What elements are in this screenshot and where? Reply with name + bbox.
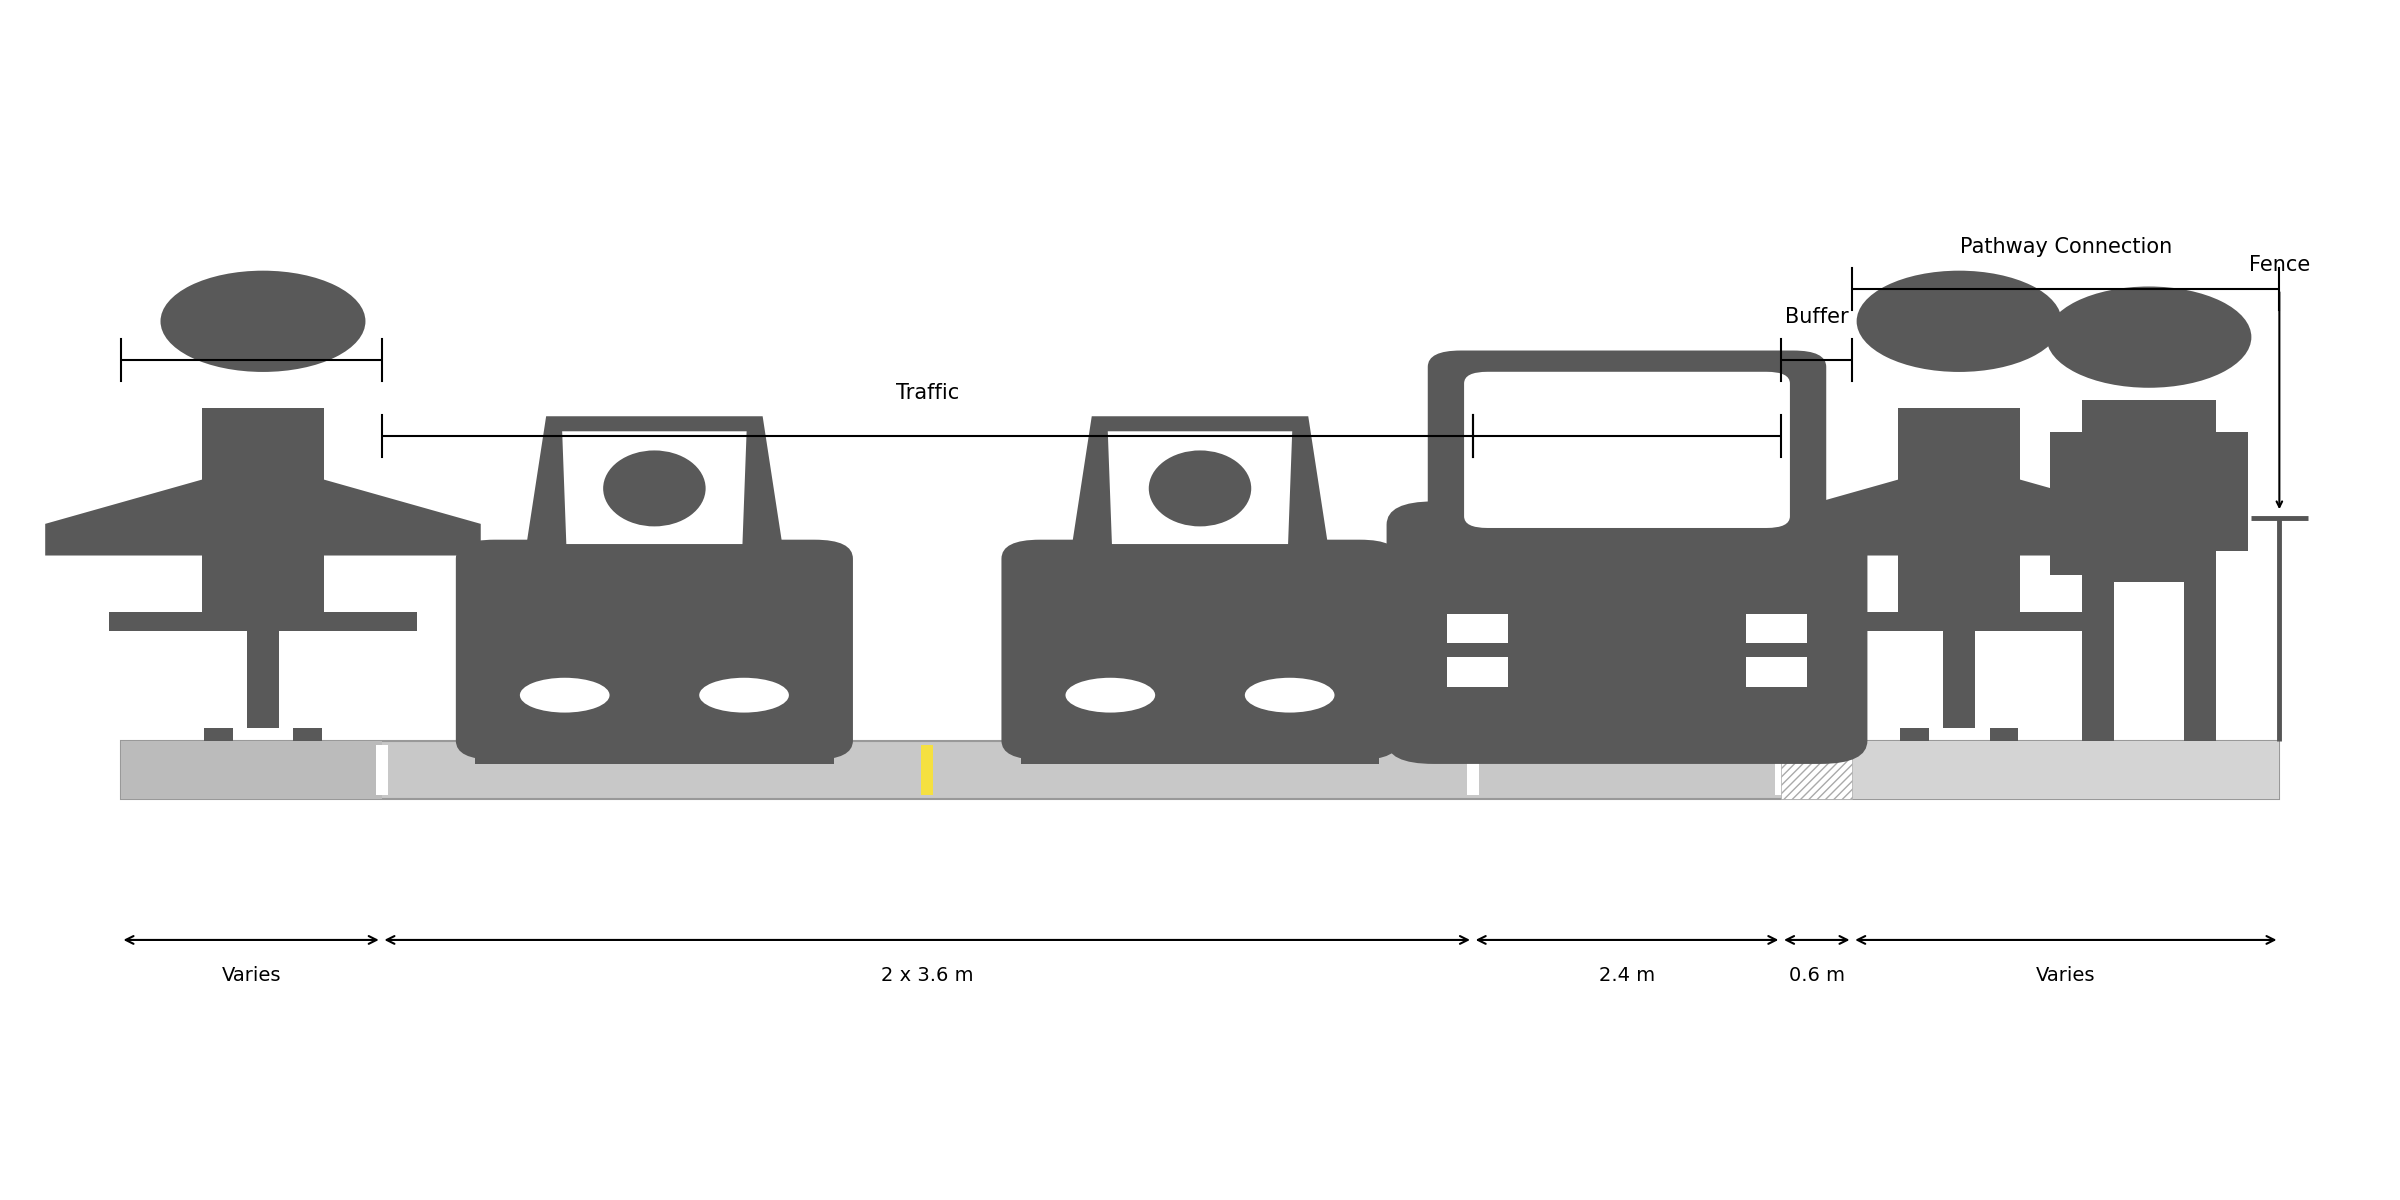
Polygon shape [523,416,785,566]
Bar [1020,749,1380,764]
Ellipse shape [602,450,706,527]
FancyBboxPatch shape [456,540,852,760]
Bar [202,408,324,622]
Ellipse shape [521,678,610,713]
Bar [2081,582,2114,740]
Text: Buffer: Buffer [1786,307,1848,326]
Polygon shape [1068,416,1332,566]
Bar [1990,728,2018,740]
Bar [204,728,233,740]
Ellipse shape [1066,678,1154,713]
Bar [1747,613,1807,643]
Bar [1747,656,1807,686]
Bar [377,745,386,794]
Circle shape [1858,271,2062,372]
Bar [293,728,322,740]
Bar [2050,432,2081,575]
Bar [1466,745,1478,794]
Bar [922,745,934,794]
Bar [2184,582,2215,740]
Bar [120,740,382,799]
FancyBboxPatch shape [1805,604,1829,743]
Polygon shape [1742,480,2177,556]
Polygon shape [1109,431,1291,544]
Bar [1898,408,2021,622]
Text: Varies: Varies [2035,966,2095,985]
FancyBboxPatch shape [1387,502,1867,764]
Polygon shape [562,431,746,544]
Bar [1776,745,1788,794]
Circle shape [161,271,365,372]
Bar [1901,728,1930,740]
Polygon shape [46,480,480,556]
Bar [1414,740,1841,757]
Bar [1853,740,2280,799]
Bar [1447,613,1507,643]
FancyBboxPatch shape [1428,350,1826,550]
Bar [247,622,278,728]
Bar [2081,401,2215,582]
Bar [1447,656,1507,686]
Text: Traffic: Traffic [895,383,960,403]
Bar [475,749,833,764]
Bar [1056,727,1344,746]
Text: 2 x 3.6 m: 2 x 3.6 m [881,966,974,985]
Text: Shoulder: Shoulder [204,307,298,326]
Ellipse shape [698,678,790,713]
Text: Fence: Fence [2249,256,2309,275]
Text: Varies: Varies [221,966,281,985]
Text: 0.6 m: 0.6 m [1788,966,1846,985]
Ellipse shape [1246,678,1334,713]
Text: Parking: Parking [1589,383,1666,403]
Bar [1781,740,1853,799]
Bar [922,745,934,794]
Bar [2215,432,2249,551]
Ellipse shape [1150,450,1250,527]
Text: Pathway Connection: Pathway Connection [1961,236,2172,257]
Bar [120,740,2280,799]
Bar [1805,612,2112,631]
FancyBboxPatch shape [1464,372,1790,528]
Text: 2.4 m: 2.4 m [1598,966,1656,985]
Bar [511,727,799,746]
FancyBboxPatch shape [1001,540,1399,760]
Bar [110,612,418,631]
Circle shape [2047,287,2251,388]
Bar [1944,622,1975,728]
